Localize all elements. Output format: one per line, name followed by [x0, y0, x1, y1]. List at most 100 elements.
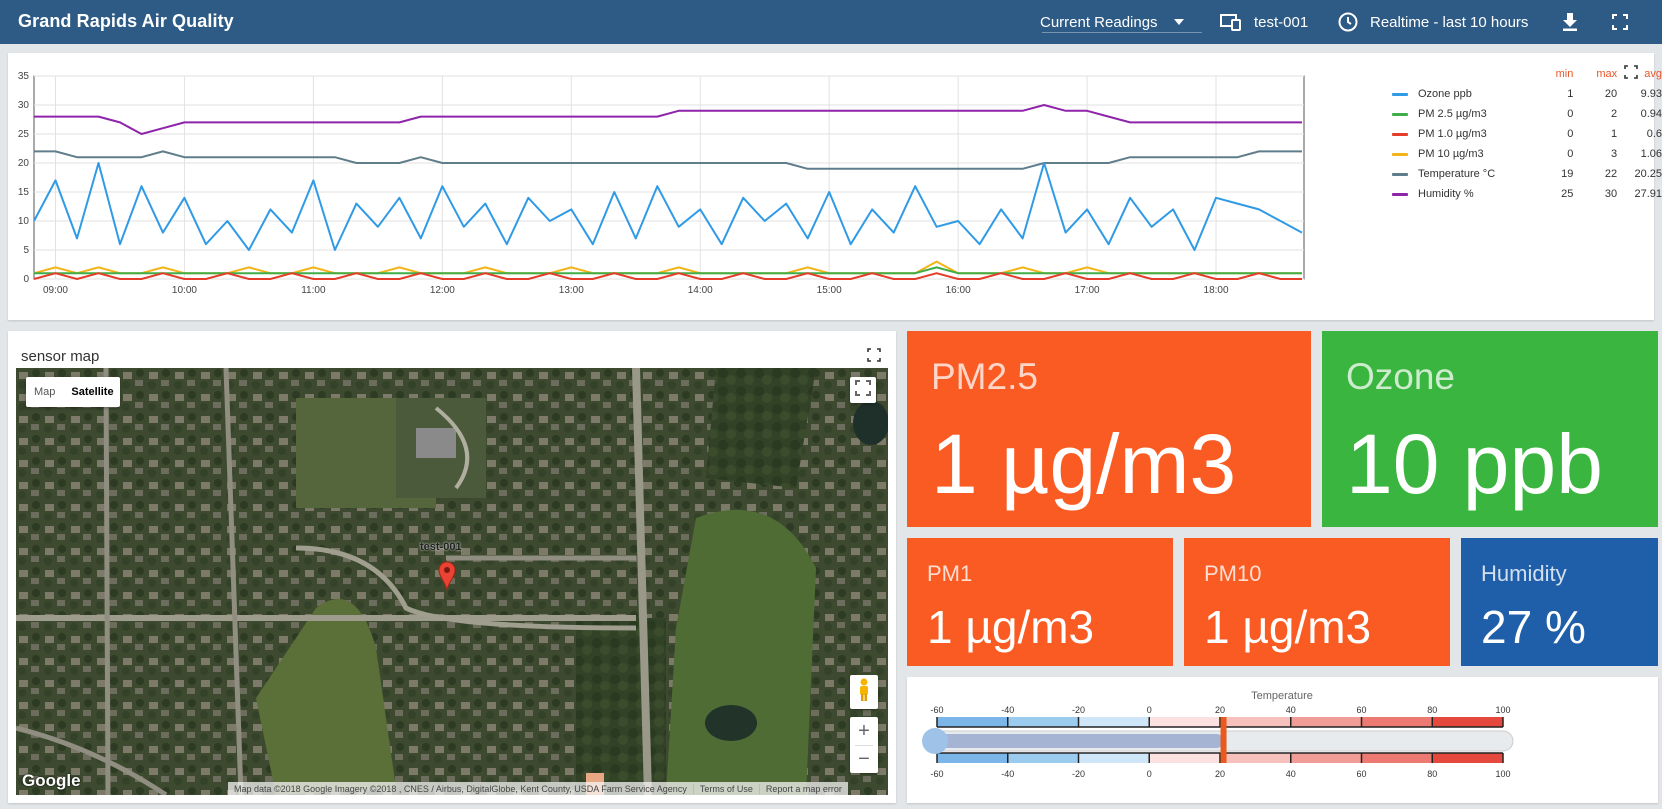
- gauge-scale-band: [937, 717, 1008, 727]
- gauge-tick-label: -20: [1072, 705, 1085, 715]
- gauge-scale-band: [1007, 717, 1079, 727]
- satellite-map[interactable]: Map Satellite test-001 + − Google Map da…: [16, 368, 888, 795]
- report-map-error-link[interactable]: Report a map error: [758, 783, 848, 794]
- dashboard-select-label: Current Readings: [1040, 13, 1158, 31]
- legend-label: PM 1.0 µg/m3: [1418, 128, 1487, 140]
- gauge-tick-label: 20: [1215, 769, 1225, 779]
- temperature-gauge: -60 -60 -40 -40 -20 -20 0 0 20 20 40 40 60 60 80 80 100 1…: [922, 705, 1514, 779]
- map-type-control: Map Satellite: [26, 377, 120, 407]
- street-view-button[interactable]: [850, 675, 878, 709]
- legend-row[interactable]: Temperature °C 19 22 20.25: [1392, 164, 1662, 184]
- series-line-pm-10-g-m3[interactable]: [33, 260, 1302, 275]
- legend-avg-value: 27.91: [1634, 188, 1662, 200]
- legend-avg-value: 0.94: [1640, 108, 1662, 120]
- y-tick-label: 5: [23, 245, 29, 256]
- zoom-out-button[interactable]: −: [858, 748, 870, 770]
- legend-row[interactable]: PM 2.5 µg/m3 0 2 0.94: [1392, 104, 1662, 124]
- legend-series-name: Ozone ppb: [1392, 84, 1520, 104]
- legend-row[interactable]: Humidity % 25 30 27.91: [1392, 184, 1662, 204]
- gauge-scale-band: [1149, 717, 1220, 727]
- legend-label: PM 2.5 µg/m3: [1418, 108, 1487, 120]
- map-marker-icon[interactable]: [438, 561, 456, 596]
- map-type-map[interactable]: Map: [34, 386, 56, 398]
- series-line-ozone-ppb[interactable]: [33, 162, 1303, 251]
- legend-label: Ozone ppb: [1418, 88, 1472, 100]
- x-tick-label: 15:00: [817, 285, 842, 296]
- legend-swatch: [1392, 112, 1408, 116]
- devices-icon: [1220, 13, 1242, 31]
- x-tick-label: 11:00: [301, 285, 326, 296]
- legend-swatch: [1392, 192, 1408, 196]
- pm25-tile: PM2.5 1 µg/m3: [907, 331, 1311, 527]
- gauge-scale-band: [1361, 753, 1433, 763]
- series-line-humidity[interactable]: [34, 104, 1302, 135]
- legend-max-value: 20: [1604, 88, 1618, 100]
- satellite-imagery: [16, 368, 888, 795]
- fullscreen-button[interactable]: [1612, 0, 1628, 44]
- chart-fullscreen-icon[interactable]: [1624, 65, 1638, 84]
- legend-row[interactable]: PM 10 µg/m3 0 3 1.06: [1392, 144, 1662, 164]
- legend-label: PM 10 µg/m3: [1418, 148, 1484, 160]
- legend-min-value: 0: [1567, 148, 1574, 160]
- pm25-value: 1 µg/m3: [931, 417, 1237, 511]
- map-fullscreen-icon: [855, 379, 871, 401]
- gauge-tick-label: 100: [1495, 705, 1510, 715]
- legend-max-header: max: [1596, 68, 1618, 80]
- dashboard-select[interactable]: Current Readings: [1040, 0, 1184, 44]
- gauge-tick-label: -20: [1072, 769, 1085, 779]
- legend-avg-value: 20.25: [1634, 168, 1662, 180]
- y-tick-label: 10: [18, 216, 30, 227]
- gauge-fill: [929, 734, 1224, 748]
- series-line-pm-2-5-g-m3[interactable]: [34, 266, 1302, 275]
- legend-min-value: 0: [1567, 108, 1574, 120]
- gauge-tick-label: 100: [1495, 769, 1510, 779]
- legend-series-name: Humidity %: [1392, 184, 1520, 204]
- legend-avg-value: 0.6: [1646, 128, 1662, 140]
- series-line-pm-1-0-g-m3[interactable]: [33, 272, 1302, 280]
- map-type-satellite[interactable]: Satellite: [71, 386, 114, 398]
- terms-link[interactable]: Terms of Use: [692, 783, 759, 794]
- zoom-divider: [855, 745, 873, 746]
- gauge-pointer: [1220, 717, 1227, 763]
- legend-row[interactable]: Ozone ppb 1 20 9.93: [1392, 84, 1662, 104]
- top-bar: Grand Rapids Air Quality Current Reading…: [0, 0, 1662, 44]
- map-marker-label: test-001: [420, 541, 462, 553]
- gauge-scale-band: [937, 753, 1008, 763]
- map-panel-fullscreen-icon[interactable]: [867, 348, 881, 367]
- legend-max-value: 22: [1604, 168, 1618, 180]
- gauge-tick-label: 40: [1286, 705, 1296, 715]
- pm1-label: PM1: [927, 561, 973, 586]
- series-line-temperature-c[interactable]: [34, 150, 1302, 170]
- device-button[interactable]: test-001: [1220, 0, 1308, 44]
- time-range-button[interactable]: Realtime - last 10 hours: [1338, 0, 1528, 44]
- gauge-tick-label: -60: [930, 769, 943, 779]
- zoom-in-button[interactable]: +: [858, 719, 870, 742]
- download-button[interactable]: [1562, 0, 1578, 44]
- gauge-scale-band: [1078, 717, 1150, 727]
- pm10-label: PM10: [1204, 561, 1262, 586]
- pm10-tile: PM10 1 µg/m3: [1184, 538, 1450, 666]
- legend-min-value: 1: [1567, 88, 1574, 100]
- legend-swatch: [1392, 172, 1408, 176]
- gauge-scale-band: [1361, 717, 1433, 727]
- legend-series-name: PM 10 µg/m3: [1392, 144, 1520, 164]
- line-chart: 0 5 10 15 20 25 30 35 09:00 10:00 11:00 12:00 13:00 1…: [18, 71, 1305, 296]
- legend-max-value: 2: [1611, 108, 1618, 120]
- humidity-label: Humidity: [1481, 561, 1567, 586]
- legend-row[interactable]: PM 1.0 µg/m3 0 1 0.6: [1392, 124, 1662, 144]
- x-tick-label: 14:00: [688, 285, 713, 296]
- pm1-tile: PM1 1 µg/m3: [907, 538, 1173, 666]
- time-range-label: Realtime - last 10 hours: [1370, 13, 1529, 31]
- chart-legend: min max avg Ozone ppb 1 20 9.93 PM 2.5 µg/m3…: [1392, 64, 1662, 204]
- gauge-scale-band: [1007, 753, 1079, 763]
- legend-series-name: Temperature °C: [1392, 164, 1520, 184]
- x-tick-label: 13:00: [559, 285, 584, 296]
- y-tick-label: 20: [18, 158, 30, 169]
- map-attribution: Map data ©2018 Google Imagery ©2018 , CN…: [234, 783, 687, 794]
- gauge-tick-label: 0: [1147, 705, 1152, 715]
- gauge-scale-band: [1290, 717, 1362, 727]
- pegman-icon: [857, 678, 871, 707]
- legend-max-value: 30: [1604, 188, 1618, 200]
- zoom-control: + −: [850, 717, 878, 773]
- map-fullscreen-button[interactable]: [850, 377, 876, 403]
